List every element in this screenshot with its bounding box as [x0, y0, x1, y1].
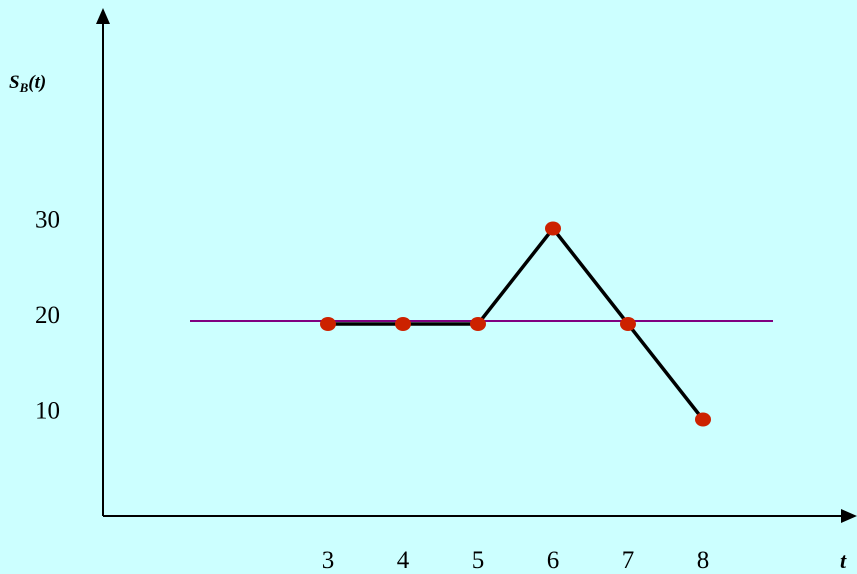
data-point	[470, 317, 486, 331]
data-point	[545, 221, 561, 236]
y-axis-title-rest: (t)	[28, 72, 46, 93]
y-axis-title: SB(t)	[9, 72, 46, 95]
x-tick-label: 7	[622, 547, 635, 574]
data-point	[320, 317, 336, 331]
y-axis-title-main: S	[9, 72, 20, 93]
x-tick-label: 3	[322, 547, 335, 574]
y-tick-label: 10	[35, 398, 60, 425]
series-line	[328, 225, 705, 421]
data-point	[395, 317, 411, 331]
y-axis-arrow-icon	[96, 8, 110, 24]
y-tick-label: 30	[35, 207, 60, 234]
y-tick-labels: 10 20 30	[35, 207, 60, 425]
x-tick-label: 5	[472, 547, 485, 574]
x-tick-label: 6	[547, 547, 560, 574]
data-points	[320, 221, 711, 427]
y-tick-label: 20	[35, 302, 60, 329]
x-axis-arrow-icon	[841, 509, 857, 523]
data-point	[695, 412, 711, 427]
x-tick-label: 8	[697, 547, 710, 574]
x-axis-title: t	[840, 548, 847, 573]
x-tick-labels: 3 4 5 6 7 8	[322, 547, 710, 574]
y-axis-title-subscript: B	[19, 80, 29, 95]
data-point	[620, 317, 636, 331]
x-tick-label: 4	[397, 547, 410, 574]
